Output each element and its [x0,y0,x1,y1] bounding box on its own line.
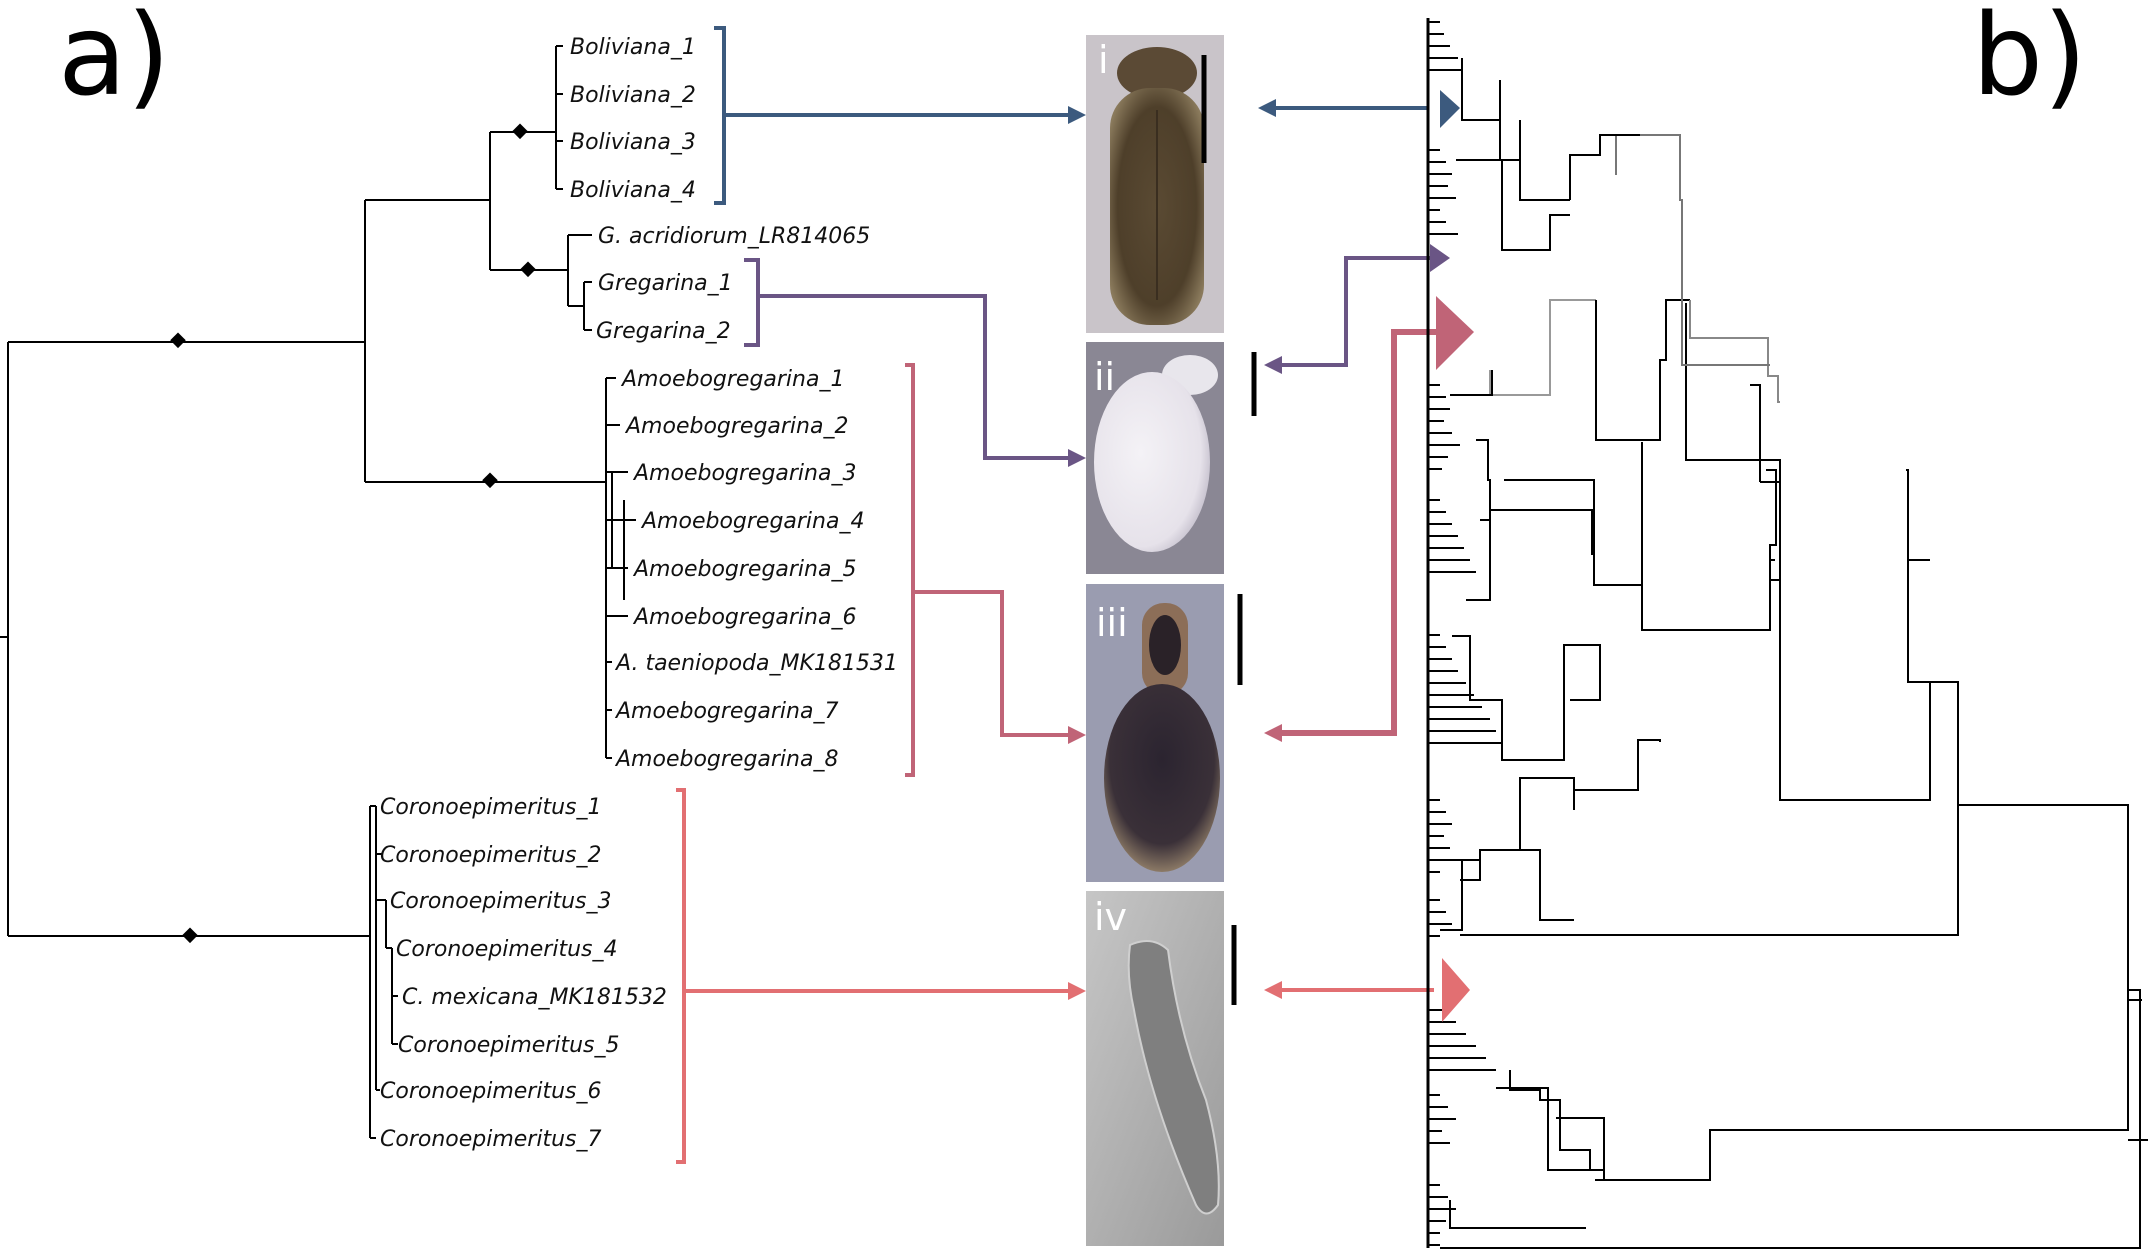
taxon-label: Boliviana_4 [570,178,696,203]
support-nodes [170,123,536,944]
panel-label-a: a) [58,0,170,121]
taxon-label: Coronoepimeritus_5 [398,1033,620,1058]
arrows-right [1258,99,1436,999]
bracket-gregarina [744,258,760,347]
bracket-coronoepimeritus [676,788,686,1164]
taxon-label: G. acridiorum_LR814065 [598,224,870,249]
tree-b [1426,18,2148,1249]
taxon-label: Amoebogregarina_2 [624,414,848,439]
taxon-label: Coronoepimeritus_1 [380,795,602,820]
arrowheads-left [1068,106,1086,1000]
image-label-i: i [1098,38,1109,82]
panel-label-b: b) [1972,0,2087,121]
image-ii: ii [1086,342,1257,574]
taxon-label: C. mexicana_MK181532 [402,985,667,1010]
taxon-label: Coronoepimeritus_7 [380,1127,602,1152]
taxon-label: Gregarina_1 [598,271,733,296]
image-label-iv: iv [1094,895,1127,939]
taxon-label: Boliviana_2 [570,83,696,108]
taxon-label: Amoebogregarina_6 [632,605,856,630]
taxon-label: Amoebogregarina_5 [632,557,856,582]
arrow-gregarina [758,294,1074,460]
taxon-label: Coronoepimeritus_6 [380,1079,602,1104]
collapsed-clade-amoebogregarina [1436,296,1474,370]
bracket-boliviana [714,26,726,205]
image-iv: iv [1086,891,1237,1246]
collapsed-clade-boliviana [1440,90,1460,128]
taxon-label: A. taeniopoda_MK181531 [614,651,898,676]
collapsed-clade-coronoepimeritus [1442,958,1470,1022]
taxon-labels: Boliviana_1 Boliviana_2 Boliviana_3 Boli… [380,35,898,1152]
image-label-iii: iii [1096,601,1128,645]
collapsed-clade-gregarina [1430,244,1450,272]
taxon-label: Amoebogregarina_3 [632,461,856,486]
arrow-amoebogregarina [913,590,1074,737]
taxon-label: Amoebogregarina_7 [614,699,838,724]
taxon-label: Gregarina_2 [596,319,731,344]
taxon-label: Amoebogregarina_4 [640,509,864,534]
taxon-label: Boliviana_1 [570,35,696,60]
taxon-label: Amoebogregarina_1 [620,367,844,392]
image-i: i [1086,35,1224,333]
image-label-ii: ii [1094,355,1115,399]
bracket-amoebogregarina [905,363,915,777]
collapsed-clades [1430,90,1474,1022]
image-iii: iii [1086,584,1243,882]
taxon-label: Coronoepimeritus_2 [380,843,602,868]
taxon-label: Boliviana_3 [570,130,696,155]
taxon-label: Amoebogregarina_8 [614,747,838,772]
taxon-label: Coronoepimeritus_4 [396,937,618,962]
tree-a [0,45,636,1139]
taxon-label: Coronoepimeritus_3 [390,889,612,914]
